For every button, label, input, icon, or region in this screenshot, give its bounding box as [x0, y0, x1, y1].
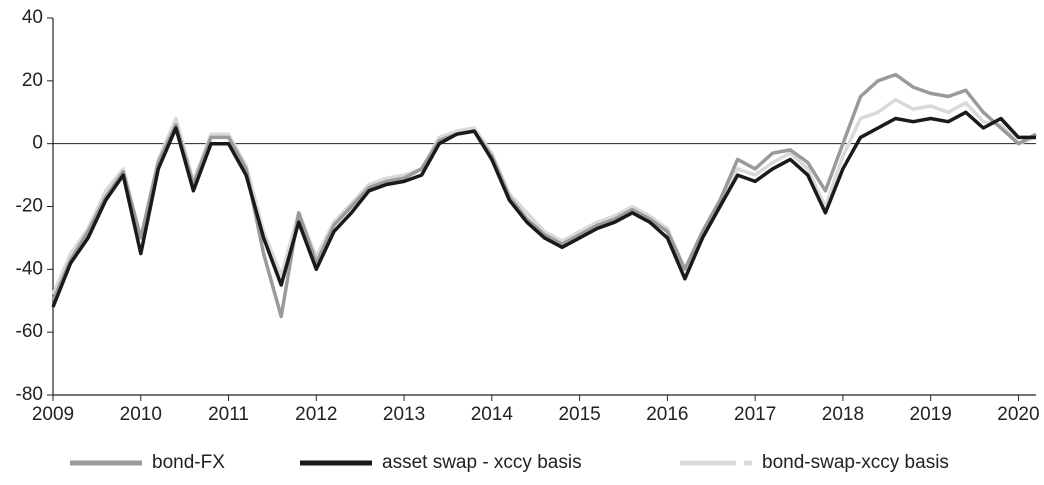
x-tick-label: 2016 [646, 404, 688, 425]
x-tick-label: 2014 [471, 404, 514, 425]
x-tick-label: 2020 [997, 404, 1039, 425]
y-tick-label: -60 [16, 321, 43, 342]
x-tick-label: 2018 [822, 404, 864, 425]
legend-label: bond-swap-xccy basis [762, 452, 949, 473]
legend-label: asset swap - xccy basis [382, 452, 582, 473]
x-tick-label: 2009 [32, 404, 74, 425]
x-tick-label: 2019 [910, 404, 952, 425]
y-tick-label: 40 [22, 7, 43, 28]
y-tick-label: -80 [16, 384, 43, 405]
x-tick-label: 2012 [295, 404, 337, 425]
y-tick-label: -40 [16, 258, 43, 279]
series-line [51, 97, 1037, 296]
x-tick-label: 2017 [734, 404, 776, 425]
x-tick-label: 2010 [120, 404, 162, 425]
x-tick-label: 2011 [208, 404, 249, 425]
y-tick-label: -20 [16, 196, 43, 217]
x-tick-label: 2015 [558, 404, 600, 425]
y-tick-label: 20 [22, 70, 43, 91]
legend-label: bond-FX [152, 452, 225, 473]
x-tick-label: 2013 [383, 404, 425, 425]
y-tick-label: 0 [32, 133, 43, 154]
series-line [51, 110, 1036, 308]
series-line [51, 72, 1037, 319]
